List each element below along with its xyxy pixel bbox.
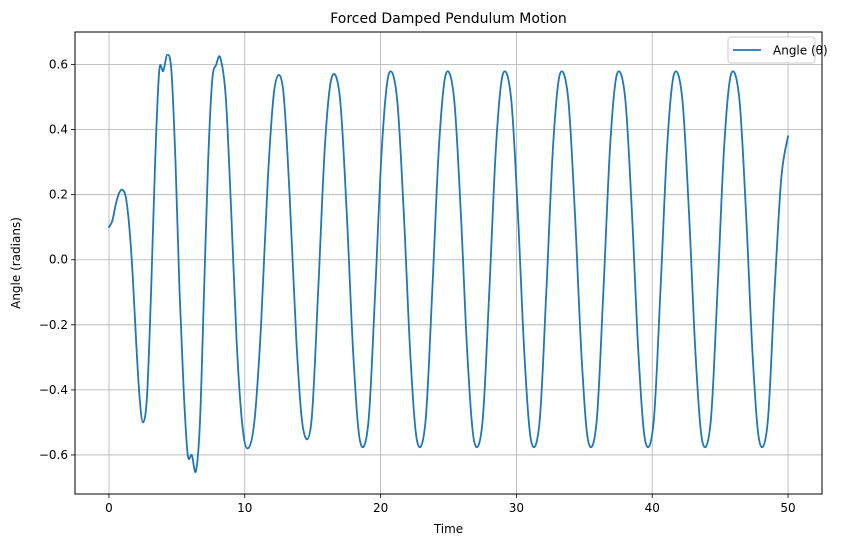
x-tick-label: 10 <box>237 501 252 515</box>
x-axis-label: Time <box>433 522 463 536</box>
y-axis-label: Angle (radians) <box>9 217 23 309</box>
y-tick-label: 0.0 <box>49 253 68 267</box>
y-tick-label: −0.2 <box>39 318 68 332</box>
y-tick-label: 0.4 <box>49 123 68 137</box>
series-line-angle <box>108 53 789 474</box>
y-tick-label: −0.6 <box>39 448 68 462</box>
y-tick-label: 0.6 <box>49 58 68 72</box>
x-tick-label: 30 <box>509 501 524 515</box>
x-tick-label: 20 <box>373 501 388 515</box>
x-tick-label: 40 <box>645 501 660 515</box>
legend-label-angle: Angle (θ) <box>773 44 828 58</box>
legend-box <box>727 36 816 64</box>
legend: Angle (θ) <box>727 36 828 64</box>
chart-title: Forced Damped Pendulum Motion <box>330 11 567 27</box>
y-tick-label: 0.2 <box>49 188 68 202</box>
y-tick-label: −0.4 <box>39 383 68 397</box>
axis-ticks: 0 10 20 30 40 50 −0.6 −0.4 −0.2 0.0 0.2 0.4 0.6 <box>39 58 796 515</box>
series-layer <box>108 53 789 474</box>
x-tick-label: 0 <box>105 501 113 515</box>
grid-lines <box>75 32 822 494</box>
plot-frame <box>74 31 823 495</box>
x-tick-label: 50 <box>780 501 795 515</box>
